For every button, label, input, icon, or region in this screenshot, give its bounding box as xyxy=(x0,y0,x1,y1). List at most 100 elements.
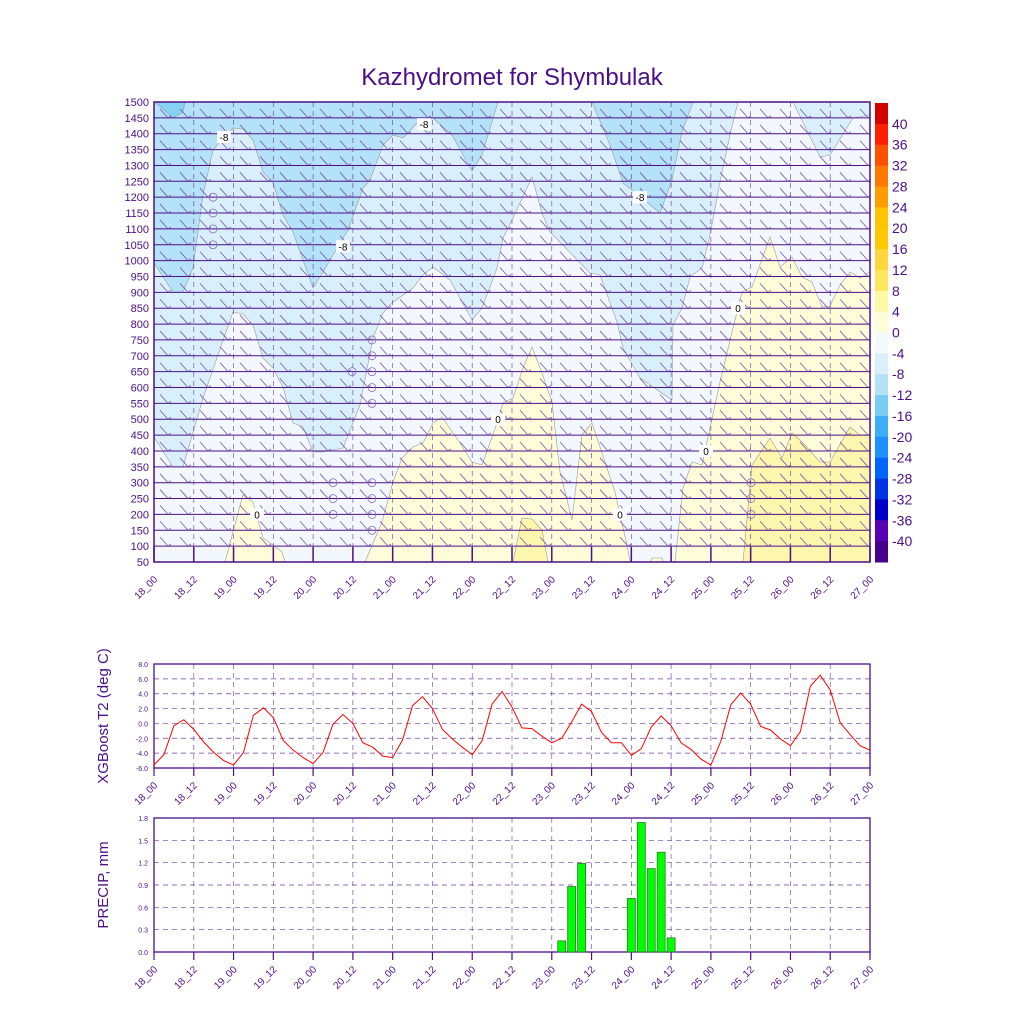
chart-title: Kazhydromet for Shymbulak xyxy=(361,64,663,91)
wind-barb xyxy=(379,251,392,261)
wind-barb xyxy=(319,489,332,499)
wind-barb xyxy=(399,409,412,420)
wind-barb xyxy=(279,505,292,515)
wind-barb xyxy=(839,172,852,182)
wind-barb xyxy=(759,124,772,135)
wind-barb xyxy=(579,203,592,214)
y-tick-label: 250 xyxy=(131,494,149,506)
wind-barb xyxy=(519,203,532,214)
wind-barb xyxy=(839,187,852,198)
wind-barb xyxy=(279,425,292,436)
calm-wind-circle xyxy=(367,383,377,392)
wind-barb xyxy=(319,378,332,388)
wind-barb xyxy=(599,409,612,420)
wind-barb xyxy=(719,489,732,499)
x-tick-label: 22_00 xyxy=(451,964,479,992)
wind-barb xyxy=(739,505,752,515)
wind-barb xyxy=(319,156,332,166)
wind-barb xyxy=(459,219,472,230)
wind-barb xyxy=(219,298,232,309)
wind-barb xyxy=(299,298,312,309)
wind-barb xyxy=(539,283,552,293)
wind-barb xyxy=(519,409,532,420)
y-tick-label: 350 xyxy=(131,462,149,474)
wind-barb xyxy=(419,362,432,372)
wind-barb xyxy=(799,346,812,357)
wind-barb xyxy=(659,298,672,309)
wind-barb xyxy=(559,251,572,261)
wind-barb xyxy=(859,441,872,452)
wind-barb xyxy=(319,235,332,246)
wind-barb xyxy=(759,505,772,515)
wind-barb xyxy=(439,314,452,325)
wind-barb xyxy=(559,283,572,293)
wind-barb xyxy=(279,251,292,261)
wind-barb xyxy=(319,457,332,468)
wind-barb xyxy=(459,156,472,166)
wind-barb xyxy=(479,394,492,404)
wind-barb xyxy=(299,378,312,388)
wind-barb xyxy=(439,441,452,452)
wind-barb xyxy=(379,283,392,293)
wind-barb xyxy=(479,251,492,261)
wind-barb xyxy=(499,346,512,357)
wind-barb xyxy=(579,298,592,309)
wind-barb xyxy=(179,283,192,293)
wind-barb xyxy=(679,521,692,531)
wind-barb xyxy=(579,156,592,166)
wind-barb xyxy=(839,219,852,230)
wind-barb xyxy=(439,536,452,547)
wind-barb xyxy=(339,536,352,547)
colorbar-label: 16 xyxy=(892,241,908,257)
wind-barb xyxy=(179,124,192,135)
colorbar-label: 4 xyxy=(892,304,900,320)
wind-barb xyxy=(199,172,212,182)
wind-barb xyxy=(179,346,192,357)
wind-barb xyxy=(319,362,332,372)
wind-barb xyxy=(179,425,192,436)
wind-barb xyxy=(379,267,392,277)
y-tick-label: 1100 xyxy=(125,224,149,236)
wind-barb xyxy=(719,536,732,547)
wind-barb xyxy=(739,108,752,119)
wind-barb xyxy=(759,441,772,452)
wind-barb xyxy=(819,283,832,293)
wind-barb xyxy=(439,457,452,468)
wind-barb xyxy=(199,140,212,150)
wind-barb xyxy=(399,473,412,484)
wind-barb xyxy=(619,489,632,499)
wind-barb xyxy=(399,156,412,166)
wind-barb xyxy=(819,394,832,404)
x-tick-label: 21_00 xyxy=(371,574,399,602)
wind-barb xyxy=(599,298,612,309)
wind-barb xyxy=(819,473,832,484)
wind-barb xyxy=(719,124,732,135)
wind-barb xyxy=(559,394,572,404)
wind-barb xyxy=(239,409,252,420)
wind-barb xyxy=(799,140,812,150)
calm-wind-circle xyxy=(367,367,377,377)
wind-barb xyxy=(379,314,392,325)
y-tick-label: 1.5 xyxy=(138,838,148,845)
wind-barb xyxy=(539,108,552,119)
wind-barb xyxy=(799,156,812,166)
wind-barb xyxy=(699,473,712,484)
x-tick-label: 23_12 xyxy=(570,574,598,602)
wind-barb xyxy=(639,251,652,261)
wind-barb xyxy=(399,314,412,325)
wind-barb xyxy=(179,251,192,261)
wind-barb xyxy=(579,267,592,277)
wind-barb xyxy=(479,140,492,150)
wind-barb xyxy=(179,140,192,150)
wind-barb xyxy=(159,140,172,150)
wind-barb xyxy=(779,489,792,499)
wind-barb xyxy=(759,235,772,246)
wind-barb xyxy=(459,441,472,452)
wind-barb xyxy=(619,441,632,452)
wind-barb xyxy=(559,156,572,166)
wind-barb xyxy=(659,394,672,404)
wind-barb xyxy=(559,124,572,135)
wind-barb xyxy=(719,251,732,261)
wind-barb xyxy=(319,536,332,547)
colorbar-label: 40 xyxy=(892,116,908,132)
